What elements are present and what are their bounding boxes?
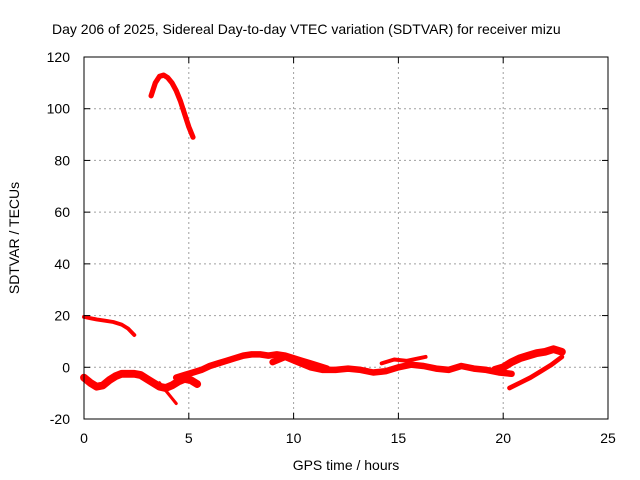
- x-tick-label: 20: [495, 430, 511, 446]
- series-arc-early-low: [80, 369, 202, 392]
- grid-lines: [84, 57, 608, 419]
- y-tick-labels: -20 0 20 40 60 80 100 120: [47, 49, 71, 427]
- series-arc-20: [82, 314, 137, 337]
- x-tick-label: 10: [286, 430, 302, 446]
- plot-frame: [83, 56, 609, 420]
- x-tick-label: 25: [600, 430, 616, 446]
- y-tick-label: 20: [54, 308, 70, 324]
- y-tick-label: 60: [54, 204, 70, 220]
- y-tick-label: 0: [62, 359, 70, 375]
- x-tick-labels: 0 5 10 15 20 25: [80, 430, 616, 446]
- x-tick-label: 15: [391, 430, 407, 446]
- y-tick-label: 100: [47, 101, 71, 117]
- series-arc-high: [148, 72, 196, 140]
- y-tick-label: 40: [54, 256, 70, 272]
- y-axis-label: SDTVAR / TECUs: [6, 182, 22, 294]
- x-tick-label: 5: [185, 430, 193, 446]
- series-arc-mid: [269, 353, 515, 378]
- series-arc-dip: [157, 381, 178, 406]
- series-arc-mid-bump: [379, 354, 428, 366]
- x-axis-label: GPS time / hours: [293, 457, 400, 473]
- x-tick-label: 0: [80, 430, 88, 446]
- chart-title: Day 206 of 2025, Sidereal Day-to-day VTE…: [52, 21, 561, 37]
- y-tick-label: -20: [50, 411, 70, 427]
- y-tick-label: 80: [54, 152, 70, 168]
- series-arc-late: [490, 345, 566, 374]
- axis-ticks: [83, 56, 609, 420]
- data-series: [80, 72, 566, 406]
- y-tick-label: 120: [47, 49, 71, 65]
- series-arc-late-low: [507, 354, 565, 391]
